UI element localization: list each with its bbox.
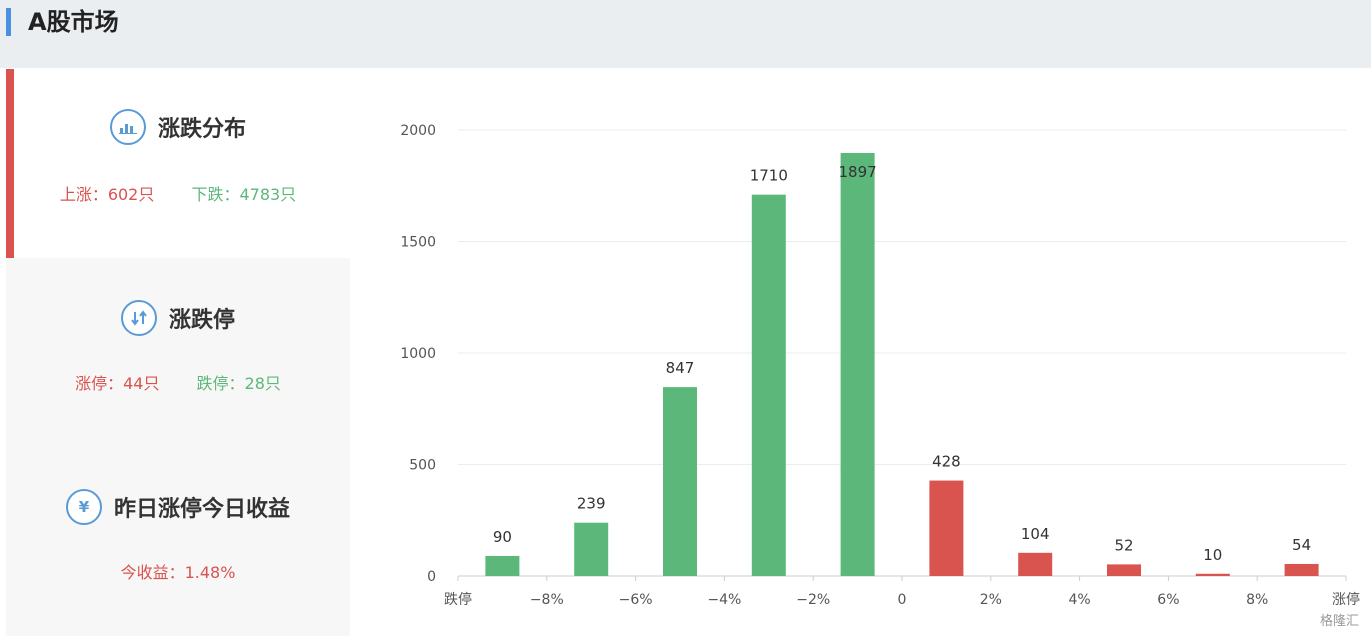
bar <box>751 194 786 577</box>
bar <box>1107 564 1141 576</box>
bar <box>574 522 609 576</box>
page-title: A股市场 <box>28 8 119 36</box>
panel-distribution[interactable]: 涨跌分布 上涨：602只 下跌：4783只 <box>6 69 350 258</box>
distribution-chart: 0 500 1000 1500 2000 跌停 −8% −6% −4% −2% 0 2% 4% 6% 8% 涨… <box>400 123 1360 608</box>
rise-count: 上涨：602只 <box>59 185 155 204</box>
bar <box>1195 573 1230 576</box>
bar-value-label: 90 <box>493 528 512 546</box>
x-tick-label: −4% <box>707 592 741 608</box>
fall-count: 下跌：4783只 <box>191 185 297 204</box>
y-tick-label: 500 <box>409 458 436 474</box>
bar-value-label: 239 <box>577 495 606 513</box>
panel-yesterday-limit-return[interactable]: ¥ 昨日涨停今日收益 今收益：1.48% <box>6 447 350 636</box>
x-tick-label: 2% <box>980 592 1002 608</box>
bar <box>929 480 964 576</box>
y-tick-label: 2000 <box>400 123 436 139</box>
panel-title: 涨跌分布 <box>157 117 246 142</box>
x-tick-label: 涨停 <box>1332 591 1360 608</box>
x-tick-label: 6% <box>1157 592 1179 608</box>
x-tick-label: −6% <box>619 592 653 608</box>
x-tick-label: 跌停 <box>444 591 472 608</box>
yen-icon: ¥ <box>65 489 102 525</box>
watermark: 格隆汇 <box>1319 614 1359 629</box>
limit-down-count: 跌停：28只 <box>196 374 281 393</box>
bar-value-label: 428 <box>932 453 961 471</box>
y-tick-label: 1500 <box>400 235 436 251</box>
panel-title: 昨日涨停今日收益 <box>113 497 290 522</box>
x-tick-label: 0 <box>898 592 907 608</box>
x-tick-label: 8% <box>1246 592 1268 608</box>
x-tick-label: −8% <box>530 592 564 608</box>
panel-active-indicator <box>6 69 14 258</box>
y-tick-label: 0 <box>427 569 436 585</box>
bar <box>485 555 520 576</box>
bar-value-label: 1710 <box>750 167 788 185</box>
y-tick-label: 1000 <box>400 346 436 362</box>
bar-value-label: 52 <box>1114 536 1133 554</box>
bar-value-label: 104 <box>1021 525 1050 543</box>
today-return: 今收益：1.48% <box>120 563 236 582</box>
x-tick-label: 4% <box>1068 592 1090 608</box>
panel-limit[interactable]: 涨跌停 涨停：44只 跌停：28只 <box>6 258 350 447</box>
bar-value-label: 1897 <box>839 163 877 181</box>
header-bar: A股市场 <box>0 0 1371 68</box>
up-down-arrows-icon <box>120 300 157 336</box>
bar-value-label: 847 <box>666 359 695 377</box>
panel-title: 涨跌停 <box>168 308 235 333</box>
bar <box>1018 552 1053 576</box>
limit-up-count: 涨停：44只 <box>75 374 160 393</box>
bar <box>663 387 697 576</box>
bar <box>1284 563 1319 576</box>
x-tick-label: −2% <box>796 592 830 608</box>
header-accent <box>6 8 11 36</box>
bar-value-label: 54 <box>1292 536 1311 554</box>
bar <box>840 152 875 576</box>
bar-chart-icon <box>109 109 146 145</box>
bar-value-label: 10 <box>1203 546 1222 564</box>
